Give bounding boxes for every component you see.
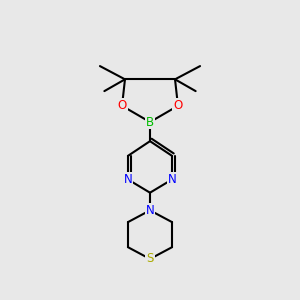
Text: O: O — [173, 99, 183, 112]
Text: O: O — [117, 99, 127, 112]
Text: S: S — [146, 252, 154, 266]
Text: B: B — [146, 116, 154, 128]
Text: N: N — [124, 173, 132, 186]
Text: N: N — [146, 204, 154, 217]
Text: N: N — [168, 173, 176, 186]
